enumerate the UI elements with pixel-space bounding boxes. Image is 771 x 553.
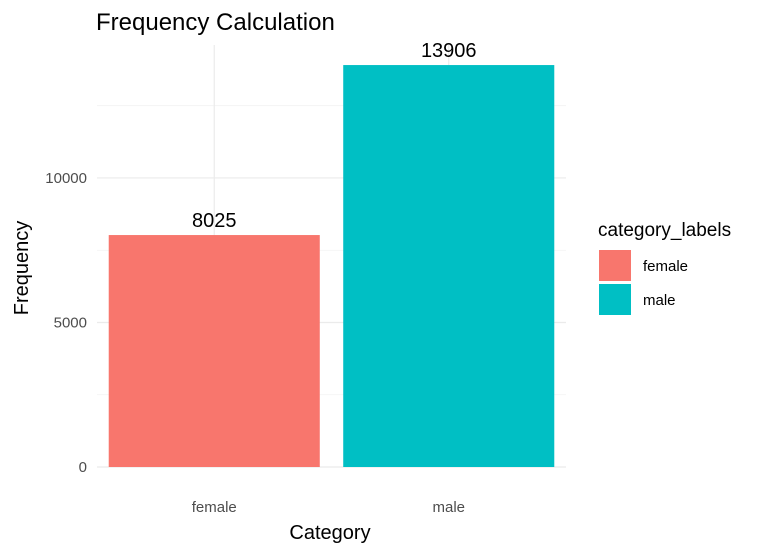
data-label-female: 8025 <box>192 210 237 232</box>
x-axis-ticks: female male <box>192 499 465 516</box>
y-tick-label: 0 <box>79 459 87 476</box>
legend: category_labels female male <box>598 220 731 315</box>
legend-label-male: male <box>643 292 676 309</box>
legend-label-female: female <box>643 258 688 275</box>
data-label-male: 13906 <box>421 40 477 62</box>
bar-female <box>108 235 320 467</box>
bars <box>108 65 555 467</box>
y-tick-label: 10000 <box>45 170 87 187</box>
legend-entries: female male <box>599 250 688 315</box>
x-tick-label: male <box>432 499 465 516</box>
data-labels: 8025 13906 <box>192 40 477 232</box>
legend-key-male <box>599 284 631 315</box>
y-tick-label: 5000 <box>54 314 87 331</box>
y-axis-title: Frequency <box>11 221 33 316</box>
x-axis-title: Category <box>289 522 370 544</box>
chart-title: Frequency Calculation <box>96 9 335 36</box>
legend-title: category_labels <box>598 220 731 241</box>
y-axis-ticks: 0 5000 10000 <box>45 170 87 476</box>
bar-male <box>343 65 555 467</box>
x-tick-label: female <box>192 499 237 516</box>
legend-key-female <box>599 250 631 281</box>
